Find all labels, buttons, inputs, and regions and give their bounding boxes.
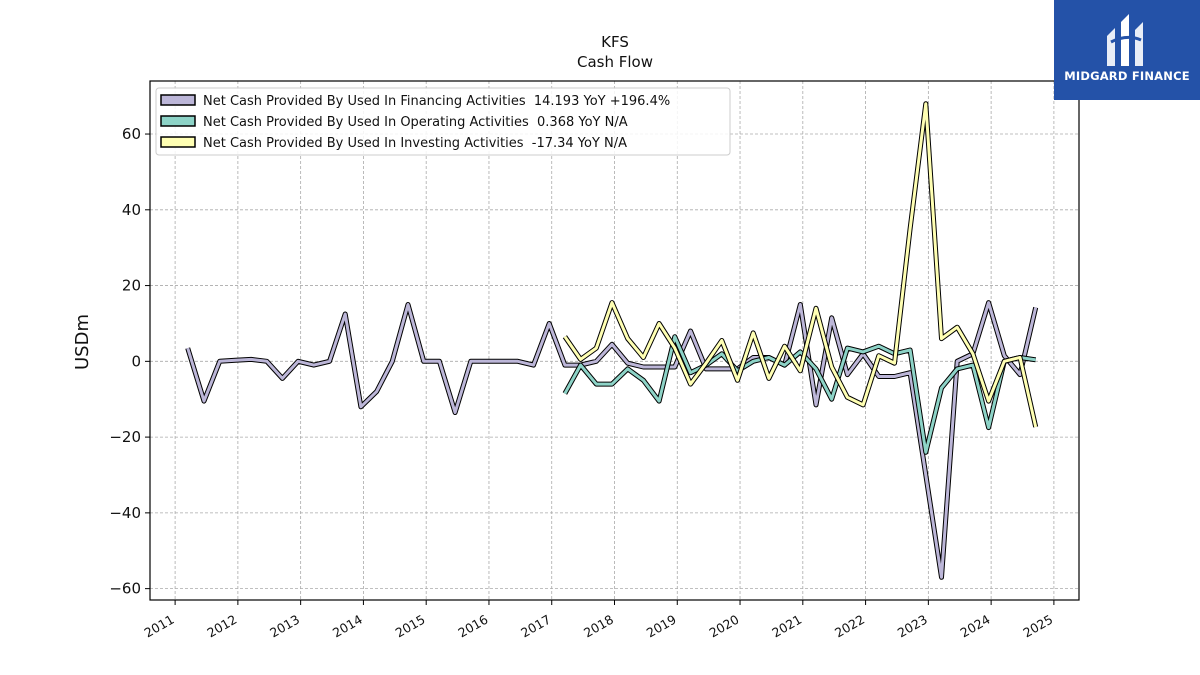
- legend-box: [155, 87, 731, 156]
- legend-entry-label: Net Cash Provided By Used In Investing A…: [203, 136, 627, 151]
- x-tick-label: 2020: [706, 612, 741, 641]
- y-tick-label: −20: [109, 428, 141, 446]
- y-tick-label: 40: [122, 201, 141, 219]
- x-tick-label: 2017: [518, 612, 553, 641]
- series-lines: [185, 101, 1039, 580]
- logo-mark-icon: [1107, 14, 1143, 66]
- y-tick-label: −40: [109, 504, 141, 522]
- midgard-finance-logo: MIDGARD FINANCE: [1054, 0, 1200, 100]
- grid-lines: [150, 81, 1079, 600]
- x-tick-label: 2015: [393, 612, 428, 641]
- x-tick-label: 2011: [142, 612, 177, 641]
- x-tick-label: 2012: [204, 612, 239, 641]
- x-tick-label: 2023: [895, 612, 930, 641]
- y-axis: −60 −40 −20 0 20 40 60: [109, 125, 150, 598]
- legend-swatch: [160, 136, 196, 148]
- x-tick-label: 2014: [330, 612, 365, 641]
- series-line-2: [563, 102, 1038, 428]
- x-tick-label: 2022: [832, 612, 867, 641]
- y-tick-label: −60: [109, 580, 141, 598]
- y-tick-label: 60: [122, 125, 141, 143]
- chart-subtitle: Cash Flow: [577, 53, 653, 71]
- y-tick-label: 0: [131, 352, 141, 370]
- legend: Net Cash Provided By Used In Financing A…: [155, 87, 731, 156]
- x-tick-label: 2019: [644, 612, 679, 641]
- logo-text: MIDGARD FINANCE: [1064, 69, 1190, 83]
- legend-entry-label: Net Cash Provided By Used In Financing A…: [203, 94, 670, 109]
- x-tick-label: 2018: [581, 612, 616, 641]
- y-tick-label: 20: [122, 277, 141, 295]
- x-tick-label: 2016: [455, 612, 490, 641]
- series-line-1: [563, 335, 1036, 454]
- legend-entry-label: Net Cash Provided By Used In Operating A…: [203, 115, 628, 130]
- legend-swatch: [160, 94, 196, 106]
- x-axis: 2011 2012 2013 2014 2015 2016 2017 2018 2019 2020…: [142, 600, 1055, 641]
- legend-swatch: [160, 115, 196, 127]
- x-tick-label: 2025: [1020, 612, 1055, 641]
- x-tick-label: 2013: [267, 612, 302, 641]
- x-tick-label: 2024: [958, 612, 993, 641]
- chart-title: KFS: [601, 33, 629, 51]
- y-axis-label: USDm: [72, 314, 93, 370]
- series-line-0: [186, 301, 1038, 579]
- x-tick-label: 2021: [769, 612, 804, 641]
